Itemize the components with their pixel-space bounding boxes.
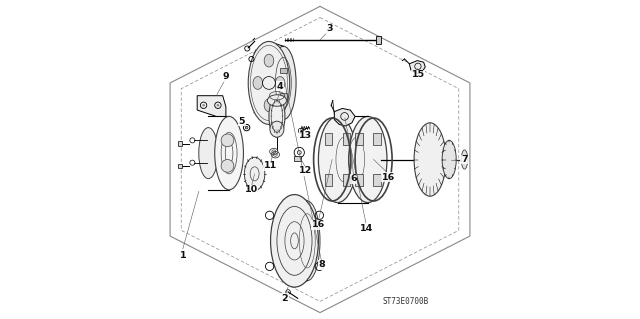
- Text: 16: 16: [312, 220, 325, 229]
- Ellipse shape: [253, 77, 262, 89]
- Bar: [343, 174, 350, 186]
- Ellipse shape: [319, 116, 356, 203]
- Ellipse shape: [221, 160, 234, 172]
- Bar: [280, 93, 287, 99]
- Text: 15: 15: [412, 70, 425, 79]
- Ellipse shape: [294, 201, 320, 281]
- Text: 10: 10: [245, 185, 258, 194]
- Text: 5: 5: [239, 117, 245, 126]
- Text: ST73E0700B: ST73E0700B: [382, 297, 428, 306]
- Ellipse shape: [275, 77, 285, 89]
- Polygon shape: [410, 61, 425, 73]
- Bar: [324, 133, 332, 145]
- Circle shape: [202, 104, 205, 107]
- Bar: [178, 164, 182, 168]
- Ellipse shape: [349, 116, 387, 203]
- Ellipse shape: [215, 116, 243, 190]
- Ellipse shape: [271, 195, 319, 287]
- Text: 12: 12: [299, 166, 312, 175]
- Bar: [355, 133, 363, 145]
- Bar: [324, 174, 332, 186]
- Ellipse shape: [442, 140, 456, 179]
- Ellipse shape: [268, 95, 287, 106]
- Ellipse shape: [270, 121, 284, 137]
- Text: 8: 8: [318, 260, 325, 269]
- Bar: [373, 133, 381, 145]
- Ellipse shape: [199, 128, 218, 179]
- Ellipse shape: [248, 41, 290, 124]
- Text: 11: 11: [264, 161, 277, 170]
- Ellipse shape: [221, 134, 234, 147]
- Text: 14: 14: [360, 224, 373, 233]
- Bar: [178, 141, 182, 146]
- Bar: [343, 133, 350, 145]
- Text: 1: 1: [179, 251, 186, 260]
- Bar: [376, 36, 381, 44]
- Bar: [355, 174, 363, 186]
- Text: 16: 16: [382, 173, 396, 182]
- Circle shape: [217, 104, 219, 107]
- Text: 4: 4: [277, 82, 284, 91]
- Ellipse shape: [414, 123, 446, 196]
- Ellipse shape: [244, 157, 265, 190]
- Polygon shape: [334, 108, 355, 126]
- Ellipse shape: [269, 96, 285, 137]
- Text: 6: 6: [350, 174, 357, 183]
- Bar: [294, 156, 301, 161]
- Text: 7: 7: [461, 155, 467, 164]
- Text: 2: 2: [282, 294, 288, 303]
- Text: 3: 3: [326, 24, 333, 33]
- Ellipse shape: [264, 54, 274, 67]
- Ellipse shape: [264, 99, 274, 112]
- Ellipse shape: [461, 150, 468, 169]
- Bar: [373, 174, 381, 186]
- Text: 13: 13: [299, 131, 312, 140]
- Ellipse shape: [271, 46, 296, 120]
- Bar: [280, 68, 287, 73]
- Polygon shape: [197, 96, 226, 116]
- Text: 9: 9: [223, 72, 229, 81]
